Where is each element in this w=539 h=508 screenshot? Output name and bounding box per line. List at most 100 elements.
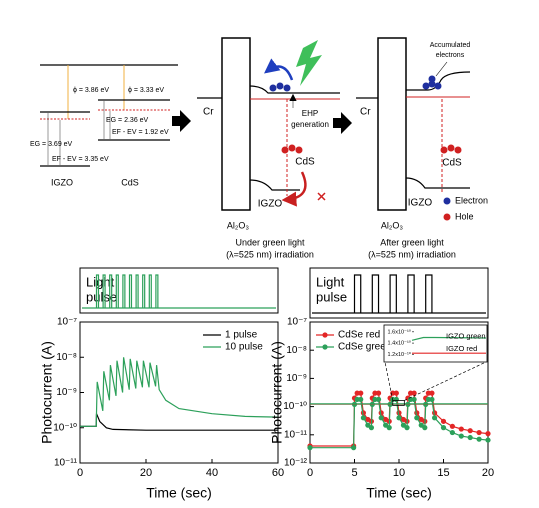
marker: [358, 390, 364, 396]
hole: [295, 146, 303, 154]
caption: Under green light: [235, 237, 305, 247]
process-label: EHP: [302, 109, 318, 118]
marker: [429, 390, 435, 396]
pulse: [389, 274, 397, 313]
legend-swatch: [322, 332, 328, 338]
marker: [351, 445, 357, 451]
zoom-guide: [384, 361, 394, 401]
marker: [386, 425, 392, 431]
marker: [440, 425, 447, 431]
inset-y-tick-label: 1.2x10⁻¹⁰: [388, 351, 412, 358]
marker: [372, 396, 378, 403]
marker: [485, 431, 491, 437]
marker: [440, 418, 447, 424]
pulse: [155, 274, 159, 308]
pulse: [115, 274, 119, 308]
pulse: [128, 274, 133, 308]
legend-label: 10 pulse: [225, 342, 263, 353]
marker: [354, 390, 360, 396]
y-tick-label: 10⁻¹¹: [284, 429, 308, 440]
y-tick-label: 10⁻¹⁰: [53, 422, 77, 433]
pulse-label: Light: [316, 274, 345, 289]
y-tick-label: 10⁻⁹: [56, 387, 77, 398]
x-tick-label: 40: [206, 467, 218, 479]
y-tick-label: 10⁻⁷: [287, 317, 307, 328]
material-label: Al₂O₃: [227, 220, 249, 230]
marker: [372, 390, 378, 396]
marker: [467, 428, 473, 434]
legend-label: Hole: [455, 211, 474, 221]
inset-legend-label: IGZO green: [446, 331, 486, 340]
marker: [414, 415, 420, 421]
metal-label: Cr: [360, 107, 371, 118]
material-label: IGZO: [51, 177, 73, 187]
pulse-label: pulse: [316, 289, 347, 304]
zoom-box: [392, 400, 405, 406]
marker: [307, 445, 313, 451]
electron: [428, 80, 436, 88]
pulse: [148, 274, 152, 308]
inset-y-tick-label: 1.6x10⁻¹⁰: [388, 328, 412, 335]
note: Accumulated: [430, 42, 471, 49]
material-label: CdS: [442, 158, 462, 169]
marker: [458, 433, 464, 439]
legend-label: CdSe green: [338, 342, 391, 353]
band-gap-label: EG = 2.36 eV: [106, 117, 149, 124]
work-function-label: ϕ = 3.86 eV: [73, 87, 109, 94]
pulse: [122, 274, 126, 308]
caption: (λ=525 nm) irradiation: [226, 249, 314, 259]
inset-line: [411, 336, 487, 341]
x-tick-label: 15: [437, 467, 449, 479]
inset-y-tick-label: 1.4x10⁻¹⁰: [388, 340, 412, 347]
marker: [404, 425, 410, 431]
pulse: [109, 274, 113, 308]
marker: [458, 426, 464, 432]
x-tick-label: 5: [351, 467, 357, 479]
marker: [354, 396, 360, 403]
electron: [434, 82, 442, 90]
blocked-mark: [317, 192, 326, 201]
legend-swatch: [322, 344, 328, 350]
x-axis-label: Time (sec): [366, 485, 432, 501]
marker: [425, 390, 431, 396]
hole: [454, 146, 462, 154]
after-light-diagram: Cr Accumulated electrons CdS IGZO Al₂O₃ …: [356, 37, 488, 259]
valence-band: [405, 177, 470, 189]
pulse: [353, 274, 362, 313]
caption: After green light: [380, 237, 444, 247]
marker: [449, 429, 455, 436]
marker: [378, 415, 384, 421]
marker: [476, 436, 482, 442]
x-tick-label: 60: [272, 467, 284, 479]
marker: [449, 423, 455, 429]
legend-label: 1 pulse: [225, 330, 258, 341]
marker: [393, 396, 399, 403]
y-tick-label: 10⁻¹²: [284, 458, 308, 469]
y-axis-label: Photocurrent (A): [269, 341, 285, 444]
marker: [358, 396, 364, 403]
electron: [283, 84, 291, 92]
y-tick-label: 10⁻⁷: [57, 317, 77, 328]
hole: [447, 144, 455, 152]
electron: [276, 82, 284, 90]
legend-swatch: [443, 213, 451, 221]
blocked-arrow: [281, 171, 307, 207]
step-arrow: [172, 110, 191, 132]
pulse: [371, 274, 380, 313]
marker: [375, 396, 382, 403]
series-line: [80, 357, 279, 427]
material-label: Al₂O₃: [381, 220, 403, 230]
caption: (λ=525 nm) irradiation: [368, 249, 456, 259]
inset-legend-label: IGZO red: [446, 344, 477, 353]
pulse: [135, 274, 139, 308]
x-tick-label: 10: [393, 467, 405, 479]
y-tick-label: 10⁻¹¹: [54, 458, 78, 469]
hole: [281, 146, 289, 154]
conduction-band: [249, 85, 340, 94]
pulse: [425, 274, 433, 313]
legend-swatch: [443, 197, 451, 205]
pulse: [142, 274, 146, 308]
marker: [411, 396, 417, 403]
marker: [407, 390, 414, 396]
